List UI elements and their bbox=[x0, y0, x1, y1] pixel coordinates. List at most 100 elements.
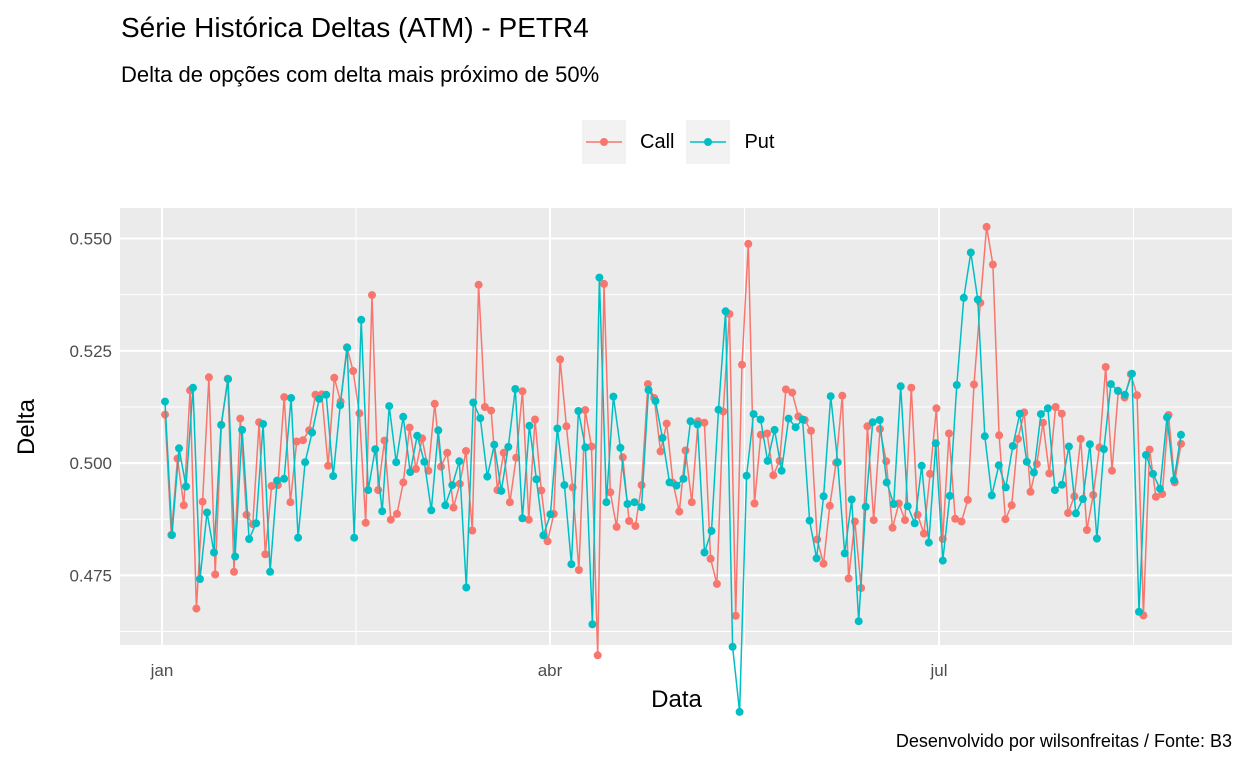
data-point-call-88 bbox=[712, 579, 721, 588]
legend-key-put bbox=[686, 120, 731, 164]
data-point-call-68 bbox=[587, 442, 596, 451]
data-point-call-147 bbox=[1082, 526, 1091, 534]
data-point-put-0 bbox=[161, 397, 169, 406]
data-point-put-48 bbox=[497, 486, 506, 495]
data-point-call-37 bbox=[393, 509, 401, 518]
data-point-put-7 bbox=[210, 548, 218, 557]
data-point-put-25 bbox=[336, 401, 345, 410]
data-point-call-134 bbox=[1001, 515, 1010, 524]
data-point-call-93 bbox=[744, 239, 753, 248]
x-tick-label-jan: jan bbox=[150, 661, 174, 680]
data-point-put-17 bbox=[280, 474, 289, 483]
data-point-put-1 bbox=[168, 531, 176, 539]
data-point-call-13 bbox=[242, 510, 251, 519]
data-point-call-76 bbox=[637, 481, 646, 490]
data-point-put-61 bbox=[588, 620, 597, 629]
data-point-put-9 bbox=[224, 375, 233, 384]
x-tick-label-abr: abr bbox=[538, 661, 563, 680]
data-point-put-138 bbox=[1128, 369, 1136, 378]
data-point-put-81 bbox=[728, 642, 737, 651]
data-point-call-109 bbox=[844, 574, 853, 583]
data-point-call-99 bbox=[781, 385, 790, 394]
gridlines bbox=[120, 208, 1232, 645]
data-point-call-66 bbox=[574, 566, 583, 574]
data-point-put-128 bbox=[1057, 480, 1066, 489]
data-point-put-10 bbox=[231, 552, 240, 561]
data-point-put-125 bbox=[1036, 410, 1045, 419]
data-point-put-12 bbox=[245, 535, 254, 543]
data-point-put-27 bbox=[350, 533, 359, 542]
data-point-call-51 bbox=[480, 403, 489, 411]
data-point-put-108 bbox=[917, 461, 926, 470]
data-point-call-135 bbox=[1007, 501, 1016, 510]
data-point-put-73 bbox=[672, 481, 681, 490]
data-point-put-54 bbox=[539, 531, 548, 540]
data-point-put-119 bbox=[994, 461, 1003, 470]
data-point-call-143 bbox=[1057, 409, 1066, 418]
data-point-call-75 bbox=[631, 522, 640, 530]
legend-label-put: Put bbox=[744, 130, 775, 153]
data-point-call-19 bbox=[280, 393, 289, 402]
data-point-put-118 bbox=[987, 491, 996, 500]
data-point-put-142 bbox=[1156, 484, 1164, 493]
data-point-call-133 bbox=[995, 431, 1004, 440]
series-call bbox=[161, 222, 1185, 660]
data-point-call-83 bbox=[681, 446, 690, 455]
data-point-put-129 bbox=[1064, 442, 1073, 451]
data-point-put-55 bbox=[546, 510, 555, 519]
data-point-put-56 bbox=[553, 424, 562, 433]
data-point-put-51 bbox=[518, 514, 527, 523]
data-point-call-97 bbox=[769, 471, 778, 480]
data-point-call-34 bbox=[374, 486, 383, 495]
data-point-call-105 bbox=[819, 559, 828, 568]
data-point-call-118 bbox=[901, 516, 909, 525]
data-point-put-74 bbox=[679, 474, 688, 483]
data-point-call-58 bbox=[524, 515, 533, 524]
data-point-call-73 bbox=[618, 453, 627, 462]
data-point-call-92 bbox=[738, 360, 746, 369]
data-point-put-90 bbox=[791, 423, 800, 432]
data-point-call-63 bbox=[556, 355, 565, 364]
data-point-call-26 bbox=[324, 461, 333, 470]
data-point-put-34 bbox=[399, 412, 408, 421]
data-point-call-27 bbox=[330, 373, 339, 382]
data-point-call-36 bbox=[386, 515, 395, 524]
data-point-call-127 bbox=[957, 517, 966, 526]
data-point-put-31 bbox=[378, 507, 387, 516]
data-point-put-109 bbox=[924, 538, 933, 547]
data-point-put-126 bbox=[1043, 404, 1052, 413]
data-point-call-142 bbox=[1051, 403, 1060, 411]
data-point-call-22 bbox=[299, 436, 307, 445]
data-point-put-26 bbox=[343, 343, 352, 352]
data-point-call-144 bbox=[1064, 509, 1073, 517]
data-point-put-35 bbox=[406, 468, 415, 477]
data-point-put-53 bbox=[532, 475, 541, 484]
data-point-put-16 bbox=[273, 476, 282, 485]
data-point-put-141 bbox=[1149, 469, 1157, 478]
data-point-put-29 bbox=[364, 486, 373, 495]
x-axis: jan abr jul bbox=[150, 661, 948, 680]
data-point-put-41 bbox=[448, 481, 457, 490]
data-point-call-84 bbox=[687, 498, 696, 507]
data-point-put-47 bbox=[490, 440, 499, 449]
data-point-call-59 bbox=[531, 415, 539, 424]
data-point-call-131 bbox=[982, 222, 991, 231]
data-point-call-82 bbox=[675, 507, 684, 516]
data-point-put-132 bbox=[1085, 440, 1094, 449]
data-point-put-112 bbox=[945, 491, 954, 500]
data-point-call-106 bbox=[825, 501, 834, 510]
data-point-put-15 bbox=[266, 567, 275, 576]
y-axis: 0.475 0.500 0.525 0.550 bbox=[69, 230, 112, 586]
plot-panel bbox=[120, 208, 1232, 645]
data-point-call-45 bbox=[443, 448, 452, 457]
data-point-call-155 bbox=[1133, 391, 1142, 400]
series-put bbox=[161, 248, 1185, 716]
data-point-put-68 bbox=[637, 503, 646, 512]
data-point-put-115 bbox=[966, 248, 975, 257]
x-axis-title: Data bbox=[651, 686, 702, 713]
data-point-put-22 bbox=[315, 394, 324, 403]
data-point-put-6 bbox=[203, 508, 211, 517]
data-point-put-21 bbox=[308, 428, 317, 437]
data-point-put-136 bbox=[1113, 386, 1122, 395]
data-point-call-48 bbox=[462, 447, 470, 455]
